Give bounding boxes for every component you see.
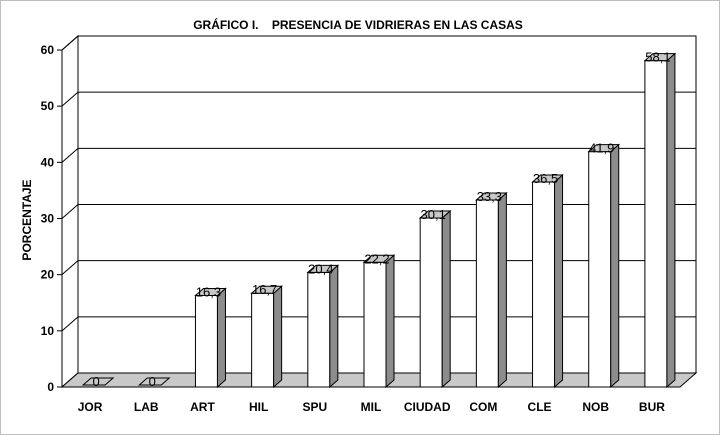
data-label: 20,4 xyxy=(308,261,333,276)
bar-top xyxy=(250,285,283,294)
x-tick-label: CIUDAD xyxy=(404,400,451,414)
data-label: 16,7 xyxy=(252,282,277,297)
bar-top xyxy=(81,377,115,386)
bar-side xyxy=(329,264,339,389)
bar-top xyxy=(418,210,452,219)
bar-top xyxy=(643,53,677,62)
bar-top xyxy=(475,192,508,201)
gridline-depth xyxy=(61,147,79,163)
y-tick-label: 50 xyxy=(41,99,55,113)
bar-top xyxy=(194,287,227,296)
bar-side xyxy=(610,143,620,389)
gridline-depth xyxy=(61,91,79,107)
y-tick-label: 60 xyxy=(41,43,55,57)
bar-side xyxy=(216,287,226,389)
gridline-depth xyxy=(61,260,79,276)
x-tick-label: BUR xyxy=(639,400,665,414)
y-axis-label: PORCENTAJE xyxy=(20,179,34,260)
gridline-depth xyxy=(61,35,79,51)
bar-front xyxy=(419,217,443,388)
bar-side xyxy=(497,191,507,389)
x-tick-label: COM xyxy=(469,400,497,414)
data-label: 16,3 xyxy=(196,284,221,299)
bar-front xyxy=(644,60,668,388)
x-tick-label: NOB xyxy=(582,400,609,414)
y-tick-label: 30 xyxy=(41,212,55,226)
data-label: 36,5 xyxy=(533,171,558,186)
data-label: 0 xyxy=(92,374,99,389)
gridline-depth xyxy=(61,204,79,219)
chart-title: GRÁFICO I. PRESENCIA DE VIDRIERAS EN LAS… xyxy=(193,17,523,32)
y-tick-label: 0 xyxy=(47,380,54,394)
data-label: 30,1 xyxy=(421,207,446,222)
bar-side xyxy=(666,52,676,389)
x-tick-label: MIL xyxy=(361,400,382,414)
x-tick-label: HIL xyxy=(249,400,268,414)
data-label: 33,3 xyxy=(477,189,502,204)
bar-front xyxy=(251,292,275,388)
data-label: 58,1 xyxy=(645,50,670,65)
bar-side xyxy=(385,254,395,389)
data-label: 0 xyxy=(149,374,156,389)
bar-front xyxy=(475,199,499,388)
bar-top xyxy=(531,174,564,183)
bar-top xyxy=(306,264,340,273)
x-tick-label: ART xyxy=(190,400,215,414)
bar-front xyxy=(194,294,218,388)
y-tick-label: 40 xyxy=(41,155,55,169)
bar-top xyxy=(137,377,171,386)
bar-side xyxy=(554,173,564,389)
bar-side xyxy=(273,285,283,389)
bar-front xyxy=(307,271,331,388)
bar-side xyxy=(441,209,451,389)
data-label: 22,2 xyxy=(364,251,389,266)
data-label: 41,9 xyxy=(589,141,614,156)
x-tick-label: SPU xyxy=(302,400,327,414)
gridline-depth xyxy=(61,316,79,332)
bar-front xyxy=(363,261,387,388)
bar-front xyxy=(532,181,556,388)
bar-top xyxy=(587,144,621,153)
x-tick-label: JOR xyxy=(78,400,103,414)
plot-area: 0 10 20 30 40 50 60 0 JOR 0 LAB 16,3 ART 16,7 HIL 20,4 S… xyxy=(41,34,698,414)
bar-top xyxy=(362,254,396,263)
y-tick-label: 20 xyxy=(41,268,55,282)
x-tick-label: LAB xyxy=(134,400,159,414)
y-tick-label: 10 xyxy=(41,324,55,338)
x-tick-label: CLE xyxy=(528,400,552,414)
bar-front xyxy=(588,151,612,388)
